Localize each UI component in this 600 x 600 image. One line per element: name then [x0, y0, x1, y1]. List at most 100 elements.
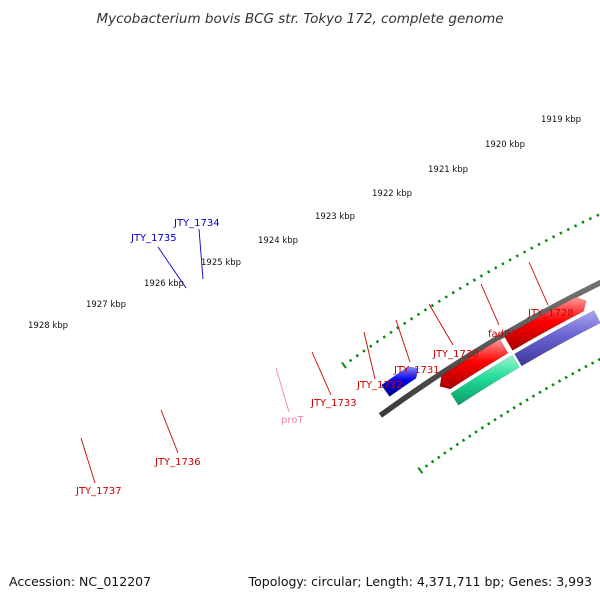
gene-label-JTY_1728: JTY_1728: [527, 308, 574, 319]
gene-label-JTY_1733: JTY_1733: [310, 398, 357, 409]
inner-tick: [474, 430, 478, 434]
gene-label-JTY_1735: JTY_1735: [130, 233, 177, 244]
outer-tick: [458, 286, 462, 291]
inner-tick: [571, 372, 575, 376]
inner-tick: [551, 383, 555, 387]
gene-labels: JTY_1734 JTY_1735 JTY_1728 fadB3 JTY_1730 JTY…: [75, 218, 574, 497]
outer-tick: [522, 250, 527, 254]
outer-tick: [472, 278, 477, 282]
outer-tick: [581, 220, 585, 224]
leader-JTY_1732: [363, 331, 376, 380]
label-leader-lines: [80, 228, 549, 484]
outer-tick: [501, 262, 505, 266]
outer-tick: [515, 254, 519, 258]
map-title: Mycobacterium bovis BCG str. Tokyo 172, …: [96, 11, 503, 27]
outer-tick: [430, 303, 435, 308]
outer-tick: [544, 238, 548, 243]
gene-features: [381, 296, 600, 406]
outer-tick: [573, 224, 578, 228]
outer-tick: [362, 349, 366, 353]
inner-tick: [443, 451, 447, 455]
inner-tick: [468, 434, 472, 438]
inner-tick: [531, 394, 536, 398]
inner-tick: [455, 442, 460, 447]
leader-JTY_1733: [311, 351, 332, 396]
leader-JTY_1730: [428, 303, 454, 346]
scale-labels: 1919 kbp 1920 kbp 1921 kbp 1922 kbp 1923 kbp…: [28, 115, 581, 331]
outer-tick: [537, 242, 541, 247]
outer-tick: [451, 290, 455, 295]
gene-label-JTY_1734: JTY_1734: [173, 218, 220, 229]
inner-tick: [557, 379, 562, 383]
inner-tick: [437, 455, 441, 460]
leader-JTY_1736: [160, 409, 179, 454]
outer-tick: [596, 213, 600, 217]
outer-tick: [348, 358, 353, 363]
inner-tick: [577, 368, 581, 372]
outer-tick: [494, 266, 498, 270]
scale-label-1926-kbp: 1926 kbp: [144, 279, 184, 289]
gene-label-JTY_1737: JTY_1737: [75, 486, 122, 497]
outer-tick: [465, 282, 470, 286]
outer-tick: [409, 317, 414, 321]
scale-label-1919-kbp: 1919 kbp: [541, 115, 581, 125]
scale-ticks: [341, 213, 600, 474]
leader-fadB3: [480, 283, 500, 326]
inner-tick: [564, 375, 568, 380]
gene-JTY_1737: [439, 338, 509, 390]
accession-text: Accession: NC_012207: [9, 574, 152, 589]
scale-label-1928-kbp: 1928 kbp: [28, 321, 68, 331]
inner-tick: [590, 361, 595, 365]
scale-label-1925-kbp: 1925 kbp: [201, 258, 241, 268]
outer-tick: [375, 339, 380, 344]
scale-label-1921-kbp: 1921 kbp: [428, 165, 468, 175]
scale-label-1920-kbp: 1920 kbp: [485, 140, 525, 150]
gene-label-proT: proT: [281, 415, 304, 426]
scale-label-1922-kbp: 1922 kbp: [372, 189, 412, 199]
outer-tick: [423, 308, 428, 312]
inner-tick: [424, 464, 429, 468]
outer-tick: [416, 312, 421, 317]
inner-tick: [544, 386, 549, 391]
scale-label-1923-kbp: 1923 kbp: [315, 212, 355, 222]
outer-tick: [588, 216, 592, 221]
gene-JTY_1736-purple: [514, 310, 600, 367]
inner-tick: [430, 459, 435, 464]
leader-JTY_1737: [80, 437, 96, 484]
outer-tick: [559, 231, 563, 235]
outer-tick: [389, 330, 393, 335]
gene-label-fadB3: fadB3: [488, 329, 517, 340]
leader-proT: [275, 367, 290, 413]
inner-tick: [480, 426, 485, 430]
inner-tick: [506, 409, 510, 414]
outer-tick: [341, 361, 347, 369]
inner-tick: [538, 390, 542, 395]
outer-tick: [396, 326, 400, 330]
gene-label-JTY_1731: JTY_1731: [393, 365, 440, 376]
gene-left-edge-blue: [381, 366, 419, 397]
leader-JTY_1734: [198, 228, 204, 280]
inner-tick: [461, 438, 466, 443]
outer-tick: [402, 321, 407, 326]
outer-tick: [508, 258, 512, 262]
outer-tick: [530, 246, 534, 250]
leader-JTY_1735: [157, 246, 187, 289]
leader-JTY_1728: [528, 261, 549, 306]
outer-tick: [368, 344, 373, 348]
leader-JTY_1731: [395, 319, 411, 363]
inner-tick: [449, 447, 453, 451]
outer-tick: [437, 299, 441, 303]
outer-tick: [355, 353, 359, 358]
scale-label-1924-kbp: 1924 kbp: [258, 236, 298, 246]
inner-tick: [512, 406, 516, 410]
gene-label-JTY_1736: JTY_1736: [154, 457, 201, 468]
gene-label-JTY_1730: JTY_1730: [432, 349, 479, 360]
gene-JTY_1737-green: [450, 354, 520, 406]
gene-label-JTY_1732: JTY_1732: [356, 380, 403, 391]
inner-tick: [525, 398, 529, 402]
inner-tick: [584, 364, 588, 369]
gene-JTY_1736: [504, 296, 587, 351]
inner-tick: [518, 402, 523, 406]
outer-tick: [479, 274, 484, 278]
inner-tick: [499, 413, 504, 418]
